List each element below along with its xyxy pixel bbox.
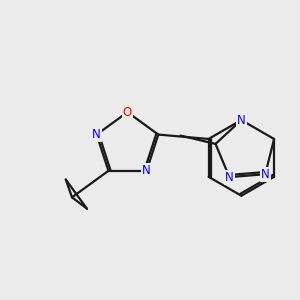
Text: O: O [123, 106, 132, 119]
Text: N: N [92, 128, 101, 141]
Text: N: N [261, 168, 270, 181]
Text: N: N [142, 164, 151, 177]
Text: N: N [237, 114, 246, 127]
Text: N: N [225, 171, 234, 184]
